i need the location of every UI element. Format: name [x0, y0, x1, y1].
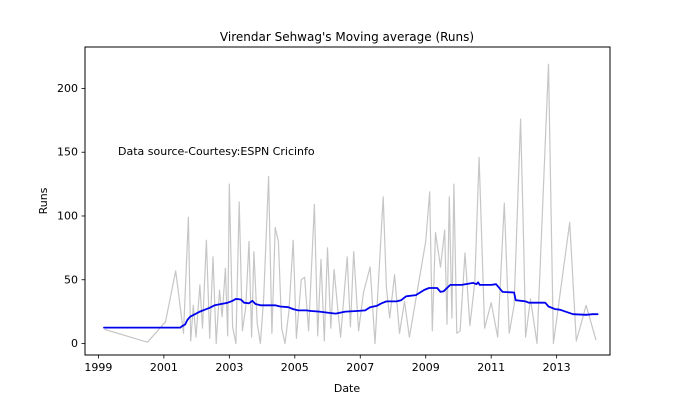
series-line-runs-per-innings: [104, 63, 597, 345]
axis-ticks: 1999 2001 2003 2005 2007 2009 2011 2013 0 50 100 15…: [57, 82, 571, 374]
x-tick-label: 2001: [150, 361, 178, 374]
x-tick-label: 2009: [412, 361, 440, 374]
chart-title: Virendar Sehwag's Moving average (Runs): [220, 30, 474, 44]
y-tick-label: 100: [57, 209, 78, 222]
series-layer: [103, 63, 599, 345]
x-tick-label: 2005: [281, 361, 309, 374]
y-axis-label: Runs: [37, 187, 50, 214]
y-tick-label: 200: [57, 82, 78, 95]
data-source-annotation: Data source-Courtesy:ESPN Cricinfo: [118, 145, 315, 158]
x-tick-label: 1999: [84, 361, 112, 374]
y-tick-label: 50: [64, 273, 78, 286]
x-tick-label: 2011: [477, 361, 505, 374]
x-tick-label: 2003: [215, 361, 243, 374]
plot-area: [84, 46, 611, 356]
series-line-moving-average: [103, 281, 599, 329]
y-tick-label: 150: [57, 146, 78, 159]
x-tick-label: 2007: [346, 361, 374, 374]
x-tick-label: 2013: [543, 361, 571, 374]
y-tick-label: 0: [71, 337, 78, 350]
x-axis-label: Date: [334, 382, 361, 395]
